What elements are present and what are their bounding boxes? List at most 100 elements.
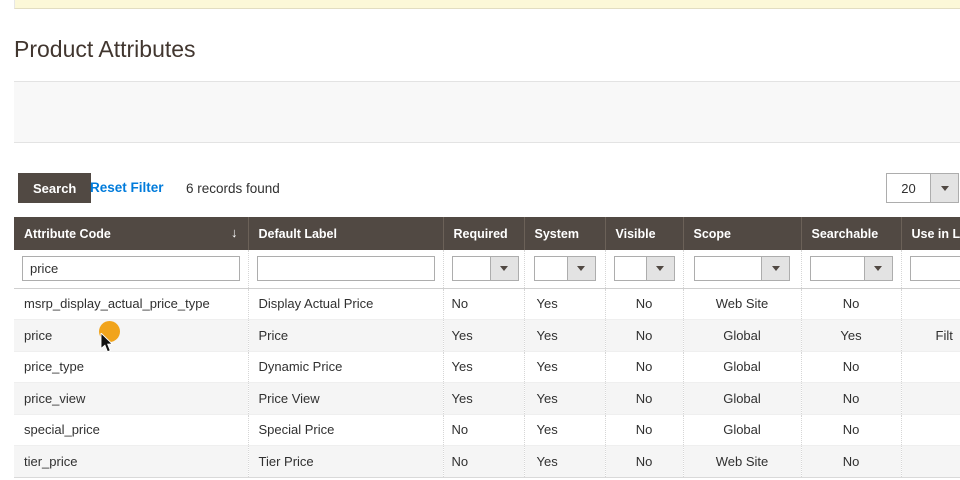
cell-default-label: Display Actual Price (248, 288, 444, 320)
cell-searchable: No (801, 351, 902, 383)
table-row[interactable]: price Price Yes Yes No Global Yes Filt (14, 319, 960, 352)
column-header-searchable[interactable]: Searchable (801, 217, 902, 250)
column-header-default-label[interactable]: Default Label (248, 217, 444, 250)
records-found-text: 6 records found (186, 181, 280, 196)
grid-header-row: Attribute Code ↓ Default Label Required … (14, 217, 960, 250)
cell-scope: Web Site (683, 288, 802, 320)
sort-desc-icon: ↓ (231, 225, 238, 240)
cell-visible: No (605, 288, 684, 320)
cell-visible: No (605, 414, 684, 446)
filter-default-label-input[interactable] (256, 256, 435, 282)
filter-system-select[interactable] (533, 256, 596, 282)
cell-system: Yes (524, 414, 606, 446)
dropdown-arrow-icon (874, 266, 882, 272)
cell-system: Yes (524, 288, 606, 320)
cell-default-label: Special Price (248, 414, 444, 446)
reset-filter-link[interactable]: Reset Filter (90, 180, 164, 195)
cell-use-in-layered (901, 445, 960, 478)
filter-searchable-arrow[interactable] (863, 257, 892, 281)
filter-scope-arrow[interactable] (761, 257, 789, 281)
per-page-arrow-button[interactable] (930, 174, 958, 202)
cell-searchable: No (801, 382, 902, 415)
per-page-value: 20 (887, 174, 930, 202)
filter-visible-select[interactable] (613, 256, 675, 282)
cell-use-in-layered (901, 382, 960, 415)
filter-attribute-code-input[interactable] (22, 256, 240, 282)
dropdown-arrow-icon (771, 266, 780, 272)
filter-system-arrow[interactable] (566, 257, 595, 281)
cell-attribute-code: tier_price (14, 445, 249, 478)
cell-scope: Global (683, 319, 802, 352)
cell-use-in-layered (901, 414, 960, 446)
cell-visible: No (605, 445, 684, 478)
page-title: Product Attributes (14, 36, 196, 62)
cell-default-label: Dynamic Price (248, 351, 444, 383)
cell-default-label: Tier Price (248, 445, 444, 478)
grid-filter-row (14, 250, 960, 289)
cell-searchable: No (801, 414, 902, 446)
column-header-label: Attribute Code (24, 226, 111, 241)
column-header-attribute-code[interactable]: Attribute Code ↓ (14, 217, 249, 250)
table-row[interactable]: price_view Price View Yes Yes No Global … (14, 382, 960, 415)
cell-system: Yes (524, 445, 606, 478)
table-row[interactable]: price_type Dynamic Price Yes Yes No Glob… (14, 351, 960, 383)
filter-scope-select[interactable] (694, 256, 790, 282)
attributes-grid: Attribute Code ↓ Default Label Required … (14, 217, 960, 480)
column-header-visible[interactable]: Visible (605, 217, 684, 250)
cell-scope: Web Site (683, 445, 802, 478)
filter-panel (14, 81, 960, 143)
cell-attribute-code: price_view (14, 382, 249, 415)
cell-required: Yes (443, 351, 525, 383)
table-row[interactable]: tier_price Tier Price No Yes No Web Site… (14, 445, 960, 478)
cell-required: Yes (443, 382, 525, 415)
cell-default-label: Price View (248, 382, 444, 415)
cell-default-label: Price (248, 319, 444, 352)
attributes-table: Attribute Code ↓ Default Label Required … (14, 217, 960, 478)
column-header-use-in-layered[interactable]: Use in Lay (901, 217, 960, 250)
cell-searchable: Yes (801, 319, 902, 352)
cell-visible: No (605, 351, 684, 383)
cell-attribute-code: price_type (14, 351, 249, 383)
cell-system: Yes (524, 351, 606, 383)
filter-visible-value (614, 257, 646, 281)
column-header-scope[interactable]: Scope (683, 217, 802, 250)
notification-strip (14, 0, 960, 9)
mouse-cursor-icon (100, 333, 114, 353)
filter-required-select[interactable] (451, 256, 519, 282)
cell-system: Yes (524, 382, 606, 415)
cell-scope: Global (683, 382, 802, 415)
filter-searchable-select[interactable] (809, 256, 893, 282)
cell-attribute-code: msrp_display_actual_price_type (14, 288, 249, 320)
cell-attribute-code: price (14, 319, 249, 352)
per-page-select[interactable]: 20 (886, 173, 959, 203)
cell-use-in-layered (901, 351, 960, 383)
cell-scope: Global (683, 351, 802, 383)
cell-system: Yes (524, 319, 606, 352)
cell-required: No (443, 445, 525, 478)
cell-searchable: No (801, 445, 902, 478)
filter-scope-value (695, 257, 761, 281)
dropdown-arrow-icon (656, 266, 664, 272)
cell-attribute-code: special_price (14, 414, 249, 446)
cell-required: Yes (443, 319, 525, 352)
cell-visible: No (605, 319, 684, 352)
filter-required-value (452, 257, 490, 281)
dropdown-arrow-icon (577, 266, 585, 272)
cell-required: No (443, 288, 525, 320)
cell-searchable: No (801, 288, 902, 320)
filter-searchable-value (810, 257, 864, 281)
filter-visible-arrow[interactable] (645, 257, 674, 281)
table-row[interactable]: special_price Special Price No Yes No Gl… (14, 414, 960, 446)
search-button[interactable]: Search (18, 173, 92, 203)
dropdown-arrow-icon (940, 185, 949, 191)
filter-use-in-layered-input[interactable] (909, 256, 960, 282)
column-header-system[interactable]: System (524, 217, 606, 250)
filter-system-value (534, 257, 567, 281)
cell-use-in-layered (901, 288, 960, 320)
cell-required: No (443, 414, 525, 446)
filter-required-arrow[interactable] (489, 257, 518, 281)
dropdown-arrow-icon (500, 266, 508, 272)
cell-visible: No (605, 382, 684, 415)
table-row[interactable]: msrp_display_actual_price_type Display A… (14, 288, 960, 320)
column-header-required[interactable]: Required (443, 217, 525, 250)
